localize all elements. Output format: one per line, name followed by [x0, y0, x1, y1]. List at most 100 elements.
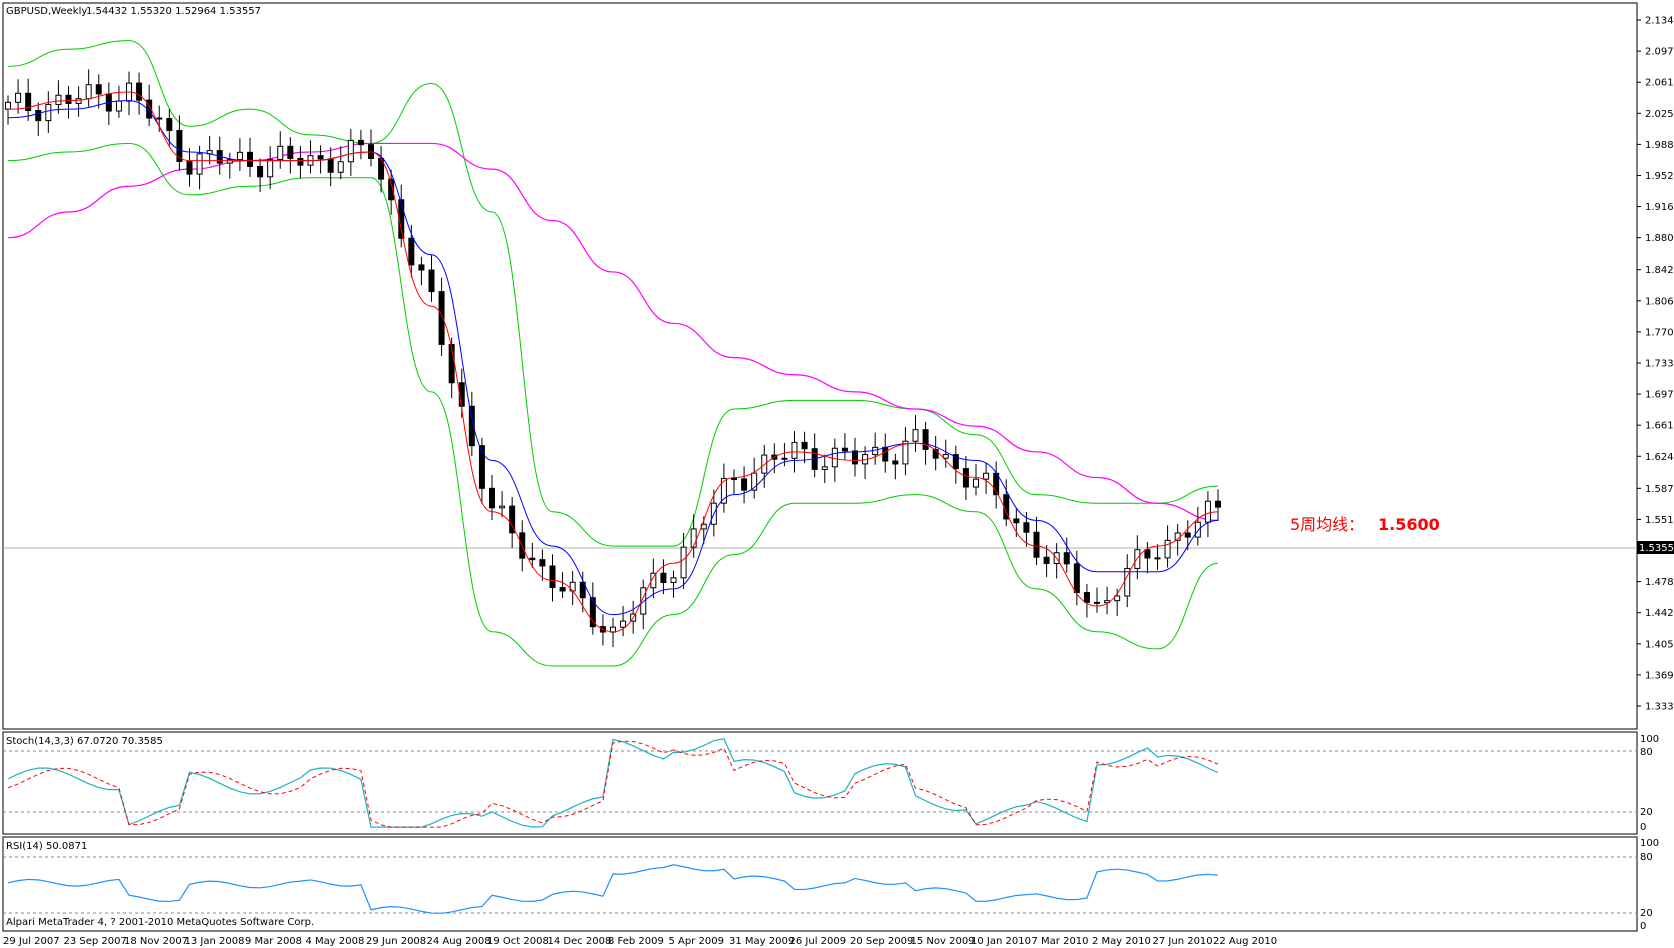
candle-body: [166, 118, 173, 131]
candle-body: [650, 572, 657, 589]
candles-group: [5, 69, 1221, 648]
date-tick-label: 15 Nov 2009: [911, 936, 975, 947]
price-tick-label: 1.40590: [1645, 639, 1674, 650]
stoch-panel-frame: [2, 731, 1638, 835]
candle-body: [751, 472, 758, 491]
candle-body: [186, 160, 193, 175]
candle-body: [1043, 556, 1050, 564]
copyright-label: Alpari MetaTrader 4, ? 2001-2010 MetaQuo…: [6, 917, 314, 928]
date-tick-label: 9 Mar 2008: [245, 936, 302, 947]
candle-body: [5, 101, 11, 110]
price-tick-label: 1.73370: [1645, 359, 1674, 370]
ma-magenta-line: [7, 142, 1219, 521]
candle-body: [589, 597, 596, 628]
candle-body: [1194, 521, 1201, 538]
bollinger-lower-line: [7, 142, 1219, 667]
candle-body: [821, 466, 828, 470]
price-tick-label: 1.36960: [1645, 670, 1674, 681]
candle-body: [569, 581, 576, 592]
price-tick-label: 1.77000: [1645, 327, 1674, 338]
candle-body: [1063, 552, 1070, 565]
candle-body: [620, 620, 627, 628]
candle-body: [962, 468, 969, 488]
price-tick-label: 1.62480: [1645, 452, 1674, 463]
candle-body: [15, 92, 22, 103]
candle-body: [478, 445, 485, 489]
candle-body: [95, 84, 102, 95]
candle-body: [277, 145, 284, 160]
candle-body: [408, 237, 415, 266]
candle-body: [257, 165, 264, 178]
current-price-tag: [1637, 541, 1674, 554]
candle-body: [509, 505, 516, 534]
date-tick-label: 14 Dec 2008: [548, 936, 612, 947]
date-tick-label: 31 May 2009: [729, 936, 794, 947]
price-tick-label: 1.91630: [1645, 202, 1674, 213]
stoch-scale-80: 80: [1640, 747, 1653, 758]
candle-body: [236, 151, 243, 161]
date-tick-label: 24 Aug 2008: [427, 936, 491, 947]
ohlc-label: 1.54432 1.55320 1.52964 1.53557: [86, 6, 261, 17]
candle-body: [731, 478, 737, 481]
candle-body: [1144, 549, 1151, 559]
candle-body: [499, 505, 506, 509]
rsi-label: RSI(14) 50.0871: [6, 841, 87, 852]
price-tick-label: 2.02520: [1645, 109, 1674, 120]
price-tick-label: 2.09780: [1645, 47, 1674, 58]
candle-body: [287, 145, 294, 159]
date-tick-label: 4 May 2008: [306, 936, 365, 947]
date-tick-label: 26 Jul 2009: [790, 936, 847, 947]
candle-body: [1083, 592, 1090, 603]
ma5-annotation-label: 5周均线：: [1290, 515, 1364, 534]
price-tick-label: 1.69740: [1645, 390, 1674, 401]
rsi-scale-100: 100: [1640, 838, 1659, 849]
symbol-label: GBPUSD,Weekly: [6, 6, 87, 17]
candle-body: [1184, 532, 1191, 538]
rsi-panel-frame: [2, 836, 1638, 932]
date-tick-label: 2 May 2010: [1092, 936, 1151, 947]
candle-body: [35, 110, 42, 122]
ma-blue-line: [7, 100, 1219, 616]
date-tick-label: 5 Apr 2009: [669, 936, 724, 947]
candle-body: [1164, 539, 1171, 559]
date-tick-label: 23 Sep 2007: [64, 936, 127, 947]
candle-body: [1013, 518, 1020, 524]
date-tick-label: 29 Jun 2008: [366, 936, 426, 947]
candle-body: [942, 454, 949, 459]
candle-body: [85, 84, 92, 100]
date-tick-label: 19 Oct 2008: [487, 936, 549, 947]
candle-body: [55, 94, 62, 106]
price-tick-label: 1.84260: [1645, 265, 1674, 276]
date-tick-label: 8 Feb 2009: [608, 936, 664, 947]
candle-body: [347, 139, 354, 163]
candle-body: [549, 565, 556, 589]
current-price-label: 1.53557: [1639, 543, 1674, 554]
price-tick-label: 1.98890: [1645, 140, 1674, 151]
candle-body: [680, 546, 687, 579]
price-tick-label: 2.06150: [1645, 78, 1674, 89]
price-tick-label: 1.44220: [1645, 608, 1674, 619]
candle-body: [25, 92, 32, 112]
ma5-annotation-value: 1.5600: [1378, 515, 1440, 534]
price-tick-label: 1.95260: [1645, 171, 1674, 182]
candle-body: [1204, 500, 1211, 523]
price-tick-label: 2.13410: [1645, 16, 1674, 27]
stoch-signal-line: [7, 740, 1219, 828]
candle-body: [428, 269, 435, 293]
price-tick-label: 1.58740: [1645, 484, 1674, 495]
ma-red-line: [7, 91, 1219, 633]
price-tick-label: 1.47850: [1645, 577, 1674, 588]
bollinger-upper-line: [7, 40, 1219, 547]
candle-body: [660, 572, 667, 583]
candle-body: [640, 587, 647, 615]
candle-body: [539, 559, 546, 567]
rsi-line: [7, 864, 1219, 914]
candle-body: [973, 478, 979, 488]
candle-body: [1094, 601, 1100, 604]
candle-body: [317, 155, 324, 160]
candle-body: [1073, 563, 1080, 594]
candle-body: [438, 291, 445, 345]
stoch-main-line: [7, 738, 1219, 828]
